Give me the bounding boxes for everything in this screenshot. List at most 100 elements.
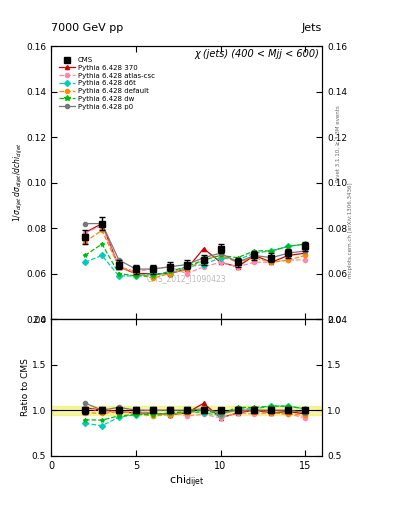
Pythia 6.428 p0 [134, 266, 138, 272]
Line: Pythia 6.428 atlas-csc: Pythia 6.428 atlas-csc [83, 224, 307, 276]
Text: χ (jets) (400 < Mjj < 600): χ (jets) (400 < Mjj < 600) [195, 49, 320, 59]
Pythia 6.428 dw [116, 270, 121, 276]
Pythia 6.428 atlas-csc [184, 270, 189, 276]
Pythia 6.428 d6t [286, 243, 291, 249]
Pythia 6.428 370 [286, 252, 291, 259]
Pythia 6.428 d6t [218, 254, 223, 261]
Line: Pythia 6.428 default: Pythia 6.428 default [83, 228, 307, 280]
Pythia 6.428 dw [269, 248, 274, 254]
Pythia 6.428 p0 [269, 254, 274, 261]
Pythia 6.428 p0 [151, 266, 155, 272]
Pythia 6.428 370 [134, 270, 138, 276]
Pythia 6.428 370 [167, 270, 172, 276]
Pythia 6.428 p0 [286, 250, 291, 256]
Pythia 6.428 370 [116, 264, 121, 270]
Text: Rivet 3.1.10, ≥ 3.3M events: Rivet 3.1.10, ≥ 3.3M events [336, 105, 341, 182]
Pythia 6.428 370 [218, 259, 223, 265]
Pythia 6.428 atlas-csc [201, 264, 206, 270]
Pythia 6.428 370 [151, 270, 155, 276]
Pythia 6.428 dw [83, 252, 87, 259]
Pythia 6.428 370 [252, 252, 257, 259]
Pythia 6.428 p0 [184, 262, 189, 268]
Text: CMS_2012_I1090423: CMS_2012_I1090423 [147, 274, 226, 283]
Pythia 6.428 atlas-csc [116, 264, 121, 270]
Pythia 6.428 p0 [167, 264, 172, 270]
Pythia 6.428 dw [218, 252, 223, 259]
Pythia 6.428 atlas-csc [167, 264, 172, 270]
Pythia 6.428 d6t [184, 264, 189, 270]
Pythia 6.428 d6t [167, 270, 172, 276]
Text: Jets: Jets [302, 23, 322, 33]
Pythia 6.428 p0 [201, 254, 206, 261]
Pythia 6.428 default [151, 275, 155, 281]
Pythia 6.428 dw [167, 268, 172, 274]
Line: Pythia 6.428 dw: Pythia 6.428 dw [83, 242, 307, 278]
Pythia 6.428 d6t [201, 262, 206, 268]
Pythia 6.428 default [303, 252, 308, 259]
Pythia 6.428 p0 [99, 221, 104, 227]
Line: Pythia 6.428 d6t: Pythia 6.428 d6t [83, 242, 307, 278]
Pythia 6.428 atlas-csc [218, 259, 223, 265]
Pythia 6.428 atlas-csc [286, 257, 291, 263]
Pythia 6.428 370 [269, 259, 274, 265]
Pythia 6.428 370 [83, 229, 87, 236]
Pythia 6.428 default [252, 254, 257, 261]
Pythia 6.428 default [235, 259, 240, 265]
Pythia 6.428 d6t [151, 270, 155, 276]
Line: Pythia 6.428 p0: Pythia 6.428 p0 [83, 222, 307, 271]
Text: mcplots.cern.ch [arXiv:1306.3436]: mcplots.cern.ch [arXiv:1306.3436] [348, 183, 353, 278]
X-axis label: $\mathrm{chi_{dijet}}$: $\mathrm{chi_{dijet}}$ [169, 473, 204, 489]
Y-axis label: $1/\sigma_{dijet}\,d\sigma_{dijet}/dchi_{dijet}$: $1/\sigma_{dijet}\,d\sigma_{dijet}/dchi_… [12, 143, 25, 222]
Y-axis label: Ratio to CMS: Ratio to CMS [22, 358, 31, 416]
Pythia 6.428 p0 [303, 248, 308, 254]
Pythia 6.428 d6t [235, 257, 240, 263]
Pythia 6.428 d6t [83, 259, 87, 265]
Pythia 6.428 atlas-csc [99, 223, 104, 229]
Text: 7000 GeV pp: 7000 GeV pp [51, 23, 123, 33]
Pythia 6.428 dw [201, 257, 206, 263]
Pythia 6.428 dw [184, 264, 189, 270]
Pythia 6.428 d6t [303, 241, 308, 247]
Pythia 6.428 d6t [99, 252, 104, 259]
Pythia 6.428 p0 [252, 252, 257, 259]
Pythia 6.428 p0 [235, 259, 240, 265]
Pythia 6.428 d6t [252, 250, 257, 256]
Pythia 6.428 d6t [269, 248, 274, 254]
Pythia 6.428 atlas-csc [252, 259, 257, 265]
Pythia 6.428 dw [235, 254, 240, 261]
Legend: CMS, Pythia 6.428 370, Pythia 6.428 atlas-csc, Pythia 6.428 d6t, Pythia 6.428 de: CMS, Pythia 6.428 370, Pythia 6.428 atla… [57, 55, 157, 112]
Pythia 6.428 370 [201, 246, 206, 252]
Pythia 6.428 atlas-csc [269, 259, 274, 265]
Pythia 6.428 default [218, 252, 223, 259]
Pythia 6.428 atlas-csc [134, 268, 138, 274]
Pythia 6.428 dw [134, 273, 138, 279]
Pythia 6.428 dw [286, 243, 291, 249]
Pythia 6.428 370 [99, 221, 104, 227]
Pythia 6.428 default [116, 264, 121, 270]
Pythia 6.428 atlas-csc [303, 257, 308, 263]
Pythia 6.428 370 [184, 266, 189, 272]
Pythia 6.428 atlas-csc [151, 266, 155, 272]
Pythia 6.428 p0 [83, 221, 87, 227]
Pythia 6.428 dw [303, 241, 308, 247]
Pythia 6.428 default [83, 239, 87, 245]
Pythia 6.428 dw [151, 273, 155, 279]
Pythia 6.428 default [134, 270, 138, 276]
Pythia 6.428 p0 [116, 257, 121, 263]
Pythia 6.428 default [286, 257, 291, 263]
Pythia 6.428 dw [99, 241, 104, 247]
Pythia 6.428 370 [235, 264, 240, 270]
Bar [51, 406, 322, 415]
Pythia 6.428 d6t [116, 273, 121, 279]
Pythia 6.428 370 [303, 250, 308, 256]
Pythia 6.428 default [184, 266, 189, 272]
Pythia 6.428 default [99, 227, 104, 233]
Pythia 6.428 default [269, 259, 274, 265]
Pythia 6.428 p0 [218, 250, 223, 256]
Pythia 6.428 atlas-csc [235, 264, 240, 270]
Pythia 6.428 atlas-csc [83, 229, 87, 236]
Line: Pythia 6.428 370: Pythia 6.428 370 [83, 222, 307, 276]
Pythia 6.428 default [201, 257, 206, 263]
Pythia 6.428 default [167, 270, 172, 276]
Pythia 6.428 dw [252, 248, 257, 254]
